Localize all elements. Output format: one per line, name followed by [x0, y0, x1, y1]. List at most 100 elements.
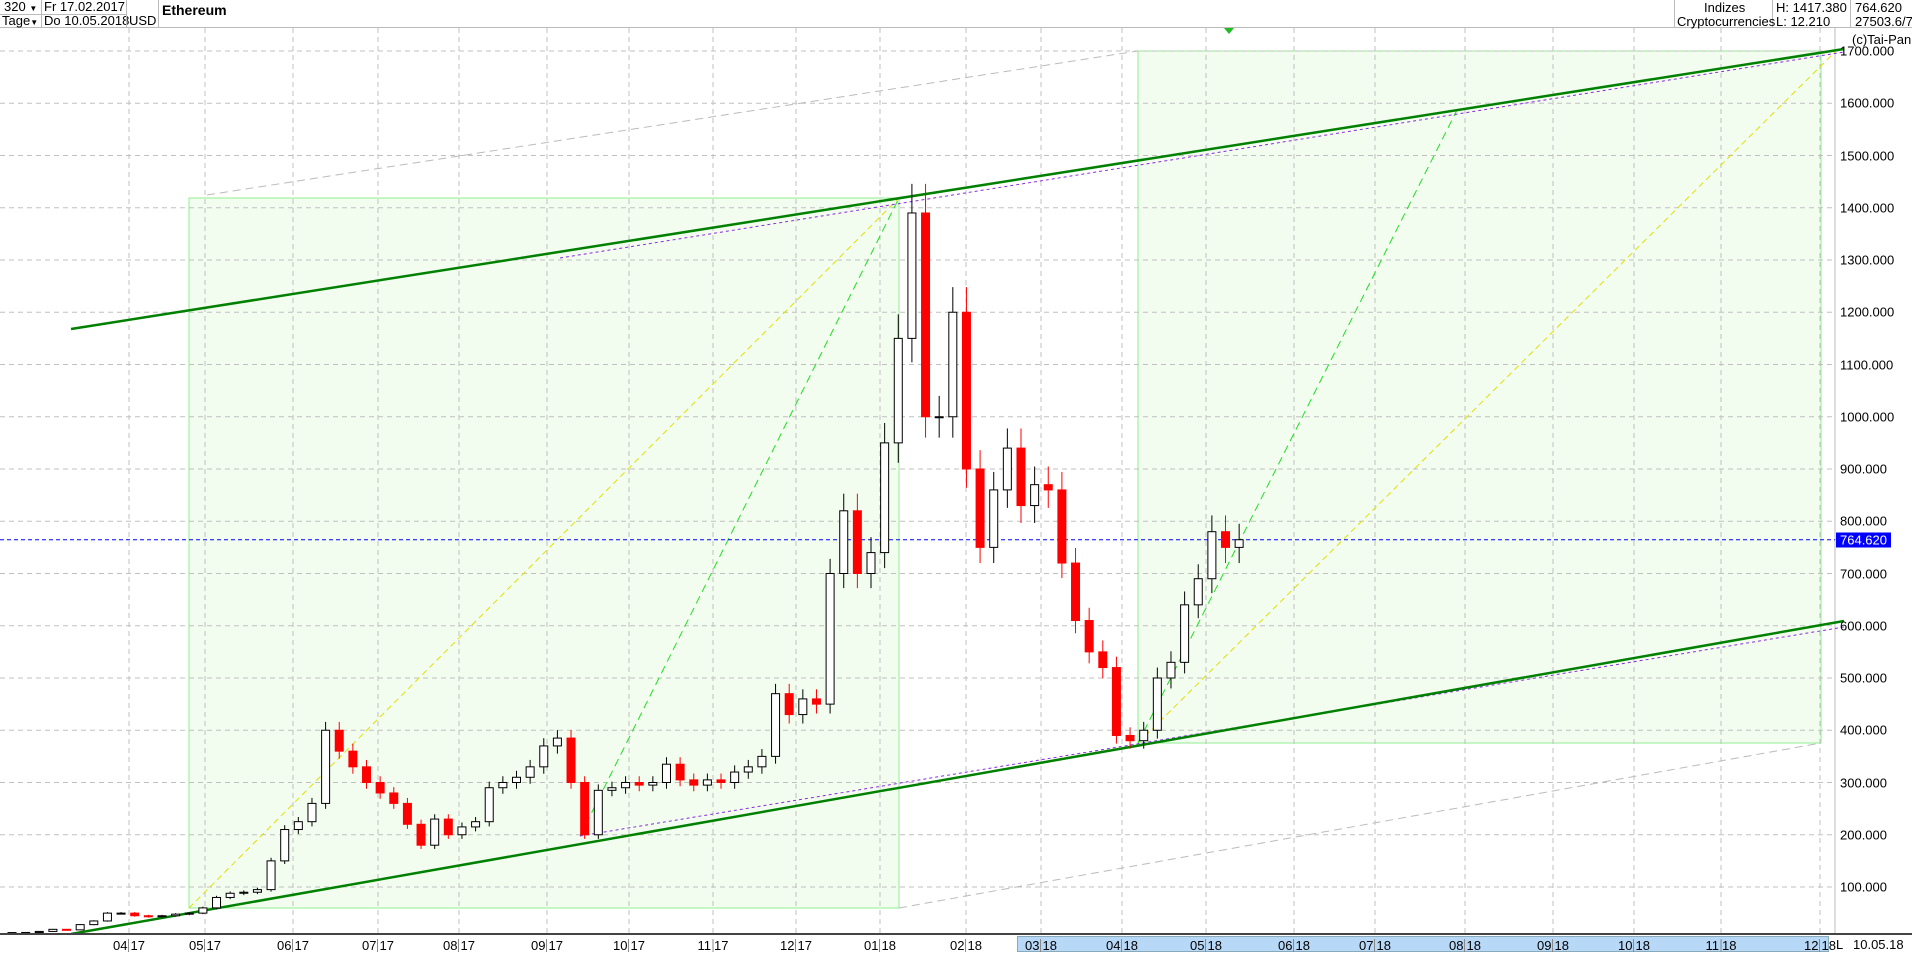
candle [717, 780, 725, 783]
candle [526, 767, 534, 777]
candle [1072, 563, 1080, 620]
candle [308, 803, 316, 821]
candle [253, 890, 261, 893]
candle [1017, 448, 1025, 505]
candle [417, 824, 425, 845]
candle [758, 756, 766, 766]
candle [49, 929, 57, 931]
price-tick-label: 1400.000 [1840, 200, 1894, 215]
candle [908, 213, 916, 338]
candle [485, 788, 493, 822]
candle [131, 913, 139, 916]
candle [1058, 490, 1066, 563]
candle [512, 777, 520, 782]
divider [1674, 0, 1675, 28]
chevron-down-icon: ▼ [30, 18, 38, 27]
candle [158, 916, 166, 917]
candle [1003, 448, 1011, 490]
price-tick-label: 1500.000 [1840, 148, 1894, 163]
candle [1140, 730, 1148, 740]
candle [76, 925, 84, 930]
candle [294, 822, 302, 830]
candle [935, 417, 943, 418]
candle [281, 830, 289, 861]
candle [322, 730, 330, 803]
price-tick-label: 300.000 [1840, 775, 1887, 790]
currency-label: USD [129, 14, 156, 28]
candle [744, 767, 752, 772]
price-tick-label: 1000.000 [1840, 409, 1894, 424]
candle [622, 783, 630, 788]
price-tick-label: 1700.000 [1840, 44, 1894, 59]
high-value: H: 1417.380 [1776, 1, 1847, 15]
end-date[interactable]: Do 10.05.2018 [44, 14, 129, 28]
candle [117, 913, 125, 914]
candle [403, 803, 411, 824]
price-chart[interactable] [0, 28, 1912, 933]
candle [567, 738, 575, 782]
candle [1208, 532, 1216, 579]
price-tick-label: 500.000 [1840, 671, 1887, 686]
candle [990, 490, 998, 547]
candle [363, 767, 371, 783]
candle [553, 738, 561, 746]
candle [649, 783, 657, 786]
candle [703, 780, 711, 785]
candle [1126, 735, 1134, 740]
candle [949, 312, 957, 417]
chart-header: 320 ▼ Tage▼ Fr 17.02.2017 Do 10.05.2018 … [0, 0, 1912, 28]
bar-count-value: 320 [4, 0, 26, 14]
candle [349, 751, 357, 767]
price-tick-label: 400.000 [1840, 723, 1887, 738]
candle [63, 929, 71, 930]
candle [1222, 532, 1230, 548]
chevron-down-icon: ▼ [29, 4, 37, 13]
candle [840, 511, 848, 574]
last-price-label: 764.620 [1836, 532, 1891, 547]
candle [690, 780, 698, 785]
period-value: Tage [2, 13, 30, 28]
candle [812, 699, 820, 704]
price-tick-label: 200.000 [1840, 827, 1887, 842]
candle [267, 861, 275, 890]
candle [799, 699, 807, 715]
candle [540, 746, 548, 767]
projection-line [207, 51, 1138, 195]
candle [594, 790, 602, 834]
divider [158, 0, 159, 28]
price-tick-label: 600.000 [1840, 618, 1887, 633]
price-tick-label: 1100.000 [1840, 357, 1893, 372]
candle [826, 574, 834, 705]
start-date[interactable]: Fr 17.02.2017 [44, 0, 125, 14]
candle [581, 783, 589, 835]
price-tick-label: 700.000 [1840, 566, 1887, 581]
candle [1099, 652, 1107, 668]
candle [785, 694, 793, 715]
candle [431, 819, 439, 845]
low-value: L: 12.210 [1776, 15, 1830, 29]
candle [172, 914, 180, 916]
candle [390, 793, 398, 803]
candle [1112, 668, 1120, 736]
chart-title: Ethereum [162, 3, 227, 17]
candle [853, 511, 861, 574]
candle [472, 822, 480, 827]
candle [922, 213, 930, 417]
candle [867, 553, 875, 574]
candle [881, 443, 889, 553]
price-tick-label: 900.000 [1840, 462, 1887, 477]
axis-end-date: 10.05.18 [1853, 938, 1904, 952]
candle [1167, 662, 1175, 678]
candle [1181, 605, 1189, 662]
candle [976, 469, 984, 547]
